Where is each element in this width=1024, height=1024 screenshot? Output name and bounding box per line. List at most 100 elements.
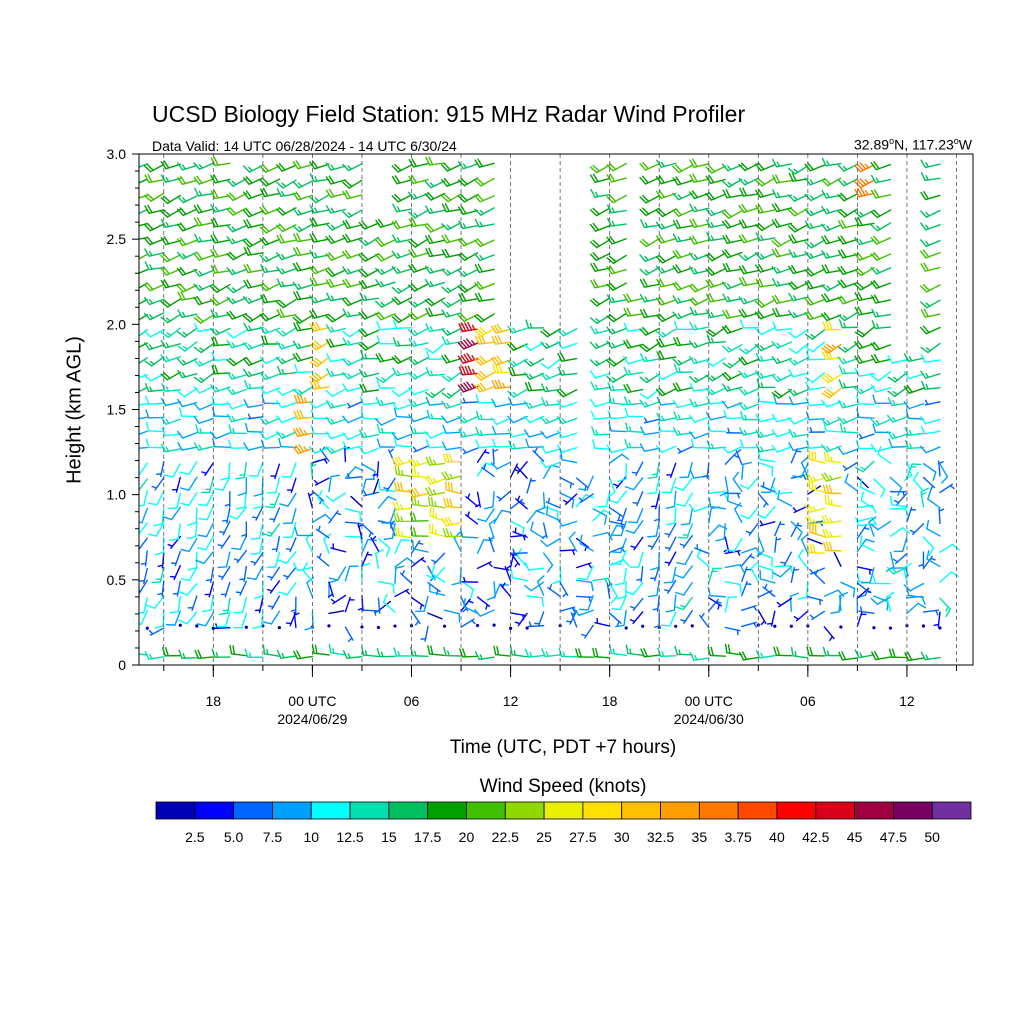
wind-barb [231, 534, 248, 551]
wind-barb [789, 592, 800, 612]
wind-barb [592, 439, 611, 450]
wind-barb [139, 579, 148, 594]
wind-barb [912, 472, 925, 492]
wind-barb [276, 327, 297, 337]
wind-barb [757, 590, 774, 598]
wind-barb [885, 551, 895, 572]
wind-barb [741, 580, 752, 597]
wind-barb [680, 610, 693, 624]
wind-barb [474, 207, 495, 216]
wind-barb [346, 400, 363, 409]
wind-barb [821, 472, 842, 482]
wind-barb [579, 595, 594, 611]
wind-barb [922, 536, 935, 557]
wind-barb [705, 357, 726, 367]
calm-dot [839, 625, 843, 629]
wind-barb [629, 551, 644, 569]
wind-barb [293, 246, 314, 257]
wind-barb [607, 217, 627, 227]
wind-barb [615, 609, 627, 628]
wind-barb [772, 321, 793, 331]
wind-barb [399, 569, 413, 585]
calm-dot [789, 624, 793, 628]
wind-barb [457, 205, 479, 215]
wind-barb [540, 430, 561, 439]
wind-barb [672, 249, 693, 259]
wind-barb [721, 163, 743, 172]
wind-barb [871, 308, 892, 318]
wind-barb [906, 602, 927, 614]
wind-barb [425, 456, 446, 466]
wind-barb [428, 582, 446, 596]
wind-barb [755, 649, 776, 659]
wind-barb [372, 461, 380, 478]
wind-barb [721, 446, 743, 454]
wind-barb [757, 461, 774, 477]
wind-barb [408, 209, 429, 219]
wind-barb [342, 266, 363, 275]
wind-barb [837, 219, 859, 229]
wind-barb [861, 567, 875, 584]
wind-barb [639, 175, 660, 185]
wind-barb [788, 343, 809, 354]
station-location: 32.89oN, 117.23oW [854, 136, 972, 153]
wind-barb [609, 644, 627, 657]
wind-barb [741, 461, 753, 480]
colorbar-swatch [233, 801, 273, 820]
wind-barb [160, 160, 181, 170]
colorbar-label: 3.75 [725, 829, 752, 845]
wind-barb [391, 432, 413, 441]
wind-barb [193, 358, 215, 367]
wind-barb [377, 537, 391, 557]
wind-barb [276, 252, 297, 261]
wind-barb [623, 339, 644, 349]
wind-barb [787, 281, 809, 291]
wind-barb [688, 190, 710, 200]
wind-barb [428, 523, 446, 537]
colorbar-swatch [466, 801, 506, 820]
wind-barb [738, 308, 760, 318]
wind-barb [623, 383, 644, 394]
wind-barb [328, 566, 347, 581]
wind-barb [193, 162, 215, 170]
wind-barb [559, 606, 576, 613]
wind-barb [677, 523, 693, 539]
wind-barb [148, 627, 165, 636]
wind-barb [377, 580, 395, 594]
wind-barb [837, 342, 859, 353]
wind-barb [568, 531, 578, 552]
wind-barb [757, 564, 774, 580]
wind-barb [442, 453, 462, 463]
wind-barb [707, 646, 726, 657]
wind-barb [210, 204, 231, 213]
wind-barb [639, 342, 660, 353]
wind-barb [441, 298, 462, 308]
wind-barb [920, 249, 941, 259]
wind-barb [858, 606, 875, 614]
wind-barb [228, 439, 248, 449]
wind-barb [809, 610, 826, 621]
wind-barb [540, 372, 561, 381]
wind-barb [732, 471, 743, 493]
wind-barb [821, 250, 842, 259]
wind-barb [823, 451, 842, 464]
wind-barb [474, 609, 495, 617]
wind-barb [920, 651, 941, 661]
wind-barb [820, 223, 842, 232]
wind-barb [139, 253, 148, 260]
wind-barb [724, 452, 739, 465]
wind-barb [309, 217, 330, 227]
wind-barb [738, 370, 760, 379]
wind-barb [735, 449, 743, 465]
wind-barb [921, 380, 941, 390]
wind-barb [222, 507, 231, 524]
wind-barb [541, 397, 561, 407]
wind-barb [350, 495, 363, 508]
wind-barb [176, 237, 198, 247]
wind-barb [488, 536, 495, 553]
wind-barb [391, 175, 413, 185]
wind-barb [870, 294, 892, 304]
wind-barb [534, 611, 545, 627]
wind-barb [309, 204, 330, 214]
wind-barb [260, 264, 281, 274]
